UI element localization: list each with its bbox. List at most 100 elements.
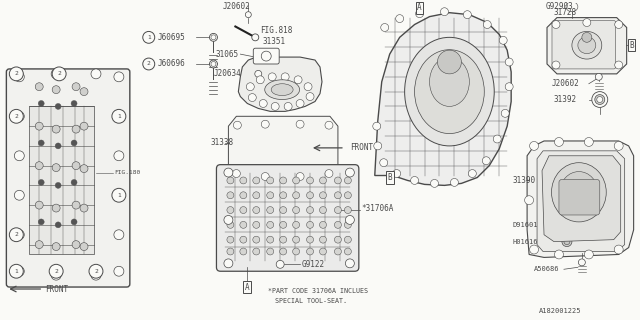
Circle shape (14, 190, 24, 200)
Circle shape (35, 122, 44, 130)
Circle shape (114, 266, 124, 276)
Text: 2: 2 (54, 269, 58, 274)
Circle shape (261, 51, 271, 61)
Circle shape (595, 95, 605, 104)
Circle shape (276, 260, 284, 268)
Text: 31338: 31338 (211, 139, 234, 148)
Text: SPECIAL TOOL-SEAT.: SPECIAL TOOL-SEAT. (275, 298, 347, 304)
Circle shape (209, 33, 218, 41)
Circle shape (240, 236, 247, 243)
Circle shape (463, 11, 471, 19)
Circle shape (335, 207, 341, 213)
Circle shape (451, 179, 458, 186)
Ellipse shape (560, 172, 598, 213)
Circle shape (562, 237, 572, 247)
Circle shape (281, 73, 289, 81)
Circle shape (209, 60, 218, 68)
Polygon shape (547, 18, 627, 74)
Circle shape (292, 192, 300, 199)
Text: J20602: J20602 (552, 79, 580, 88)
Circle shape (35, 162, 44, 170)
Text: FIG.180: FIG.180 (114, 170, 140, 175)
Circle shape (529, 141, 538, 150)
Polygon shape (375, 13, 511, 185)
Circle shape (582, 32, 592, 42)
Circle shape (592, 92, 608, 108)
Circle shape (52, 125, 60, 133)
Circle shape (52, 67, 66, 81)
Circle shape (267, 192, 274, 199)
Circle shape (584, 138, 593, 147)
Circle shape (564, 239, 570, 244)
Text: G92903: G92903 (546, 2, 574, 11)
Text: FRONT: FRONT (45, 284, 68, 293)
Circle shape (554, 250, 563, 259)
Circle shape (319, 207, 326, 213)
Circle shape (335, 236, 341, 243)
Circle shape (14, 151, 24, 161)
Circle shape (614, 20, 623, 28)
Circle shape (232, 170, 241, 178)
Text: B: B (629, 41, 634, 50)
Circle shape (253, 177, 260, 184)
Circle shape (211, 35, 216, 40)
Circle shape (10, 109, 23, 123)
Circle shape (252, 34, 259, 41)
FancyBboxPatch shape (253, 48, 279, 64)
Ellipse shape (415, 50, 484, 133)
Text: 1: 1 (147, 35, 150, 40)
Circle shape (344, 207, 351, 213)
Text: FRONT: FRONT (350, 143, 373, 152)
Circle shape (271, 102, 279, 110)
Circle shape (579, 259, 586, 266)
Circle shape (346, 215, 355, 224)
Polygon shape (238, 57, 322, 111)
Circle shape (72, 83, 80, 91)
Ellipse shape (271, 84, 293, 96)
Circle shape (372, 122, 381, 130)
Circle shape (14, 111, 24, 121)
Circle shape (319, 177, 326, 184)
Text: 1: 1 (15, 269, 18, 274)
Ellipse shape (578, 37, 596, 54)
Circle shape (114, 230, 124, 240)
FancyBboxPatch shape (216, 165, 359, 271)
Circle shape (52, 164, 60, 172)
Circle shape (112, 109, 126, 123)
Circle shape (89, 264, 103, 278)
Circle shape (296, 120, 304, 128)
Circle shape (374, 142, 381, 150)
Circle shape (253, 207, 260, 213)
Circle shape (346, 168, 355, 177)
Text: 2: 2 (147, 61, 150, 67)
Circle shape (80, 243, 88, 251)
Circle shape (240, 248, 247, 255)
Circle shape (143, 58, 155, 70)
Circle shape (267, 248, 274, 255)
Circle shape (468, 170, 476, 178)
Circle shape (114, 190, 124, 200)
Circle shape (55, 143, 61, 149)
Circle shape (72, 125, 80, 133)
Circle shape (227, 177, 234, 184)
Circle shape (307, 248, 314, 255)
Text: 31392: 31392 (554, 95, 577, 104)
Text: 31390: 31390 (512, 176, 535, 185)
Circle shape (335, 192, 341, 199)
Circle shape (240, 221, 247, 228)
Circle shape (114, 151, 124, 161)
Text: 1: 1 (117, 114, 121, 119)
Circle shape (564, 225, 570, 231)
Circle shape (501, 109, 509, 117)
Ellipse shape (572, 31, 602, 59)
Circle shape (493, 135, 501, 143)
Text: 2: 2 (57, 71, 61, 76)
Circle shape (268, 73, 276, 81)
Circle shape (438, 50, 461, 74)
Circle shape (411, 177, 419, 184)
Circle shape (71, 140, 77, 146)
FancyBboxPatch shape (6, 69, 130, 287)
Circle shape (344, 236, 351, 243)
Circle shape (267, 177, 274, 184)
Text: FIG.818: FIG.818 (260, 26, 292, 35)
